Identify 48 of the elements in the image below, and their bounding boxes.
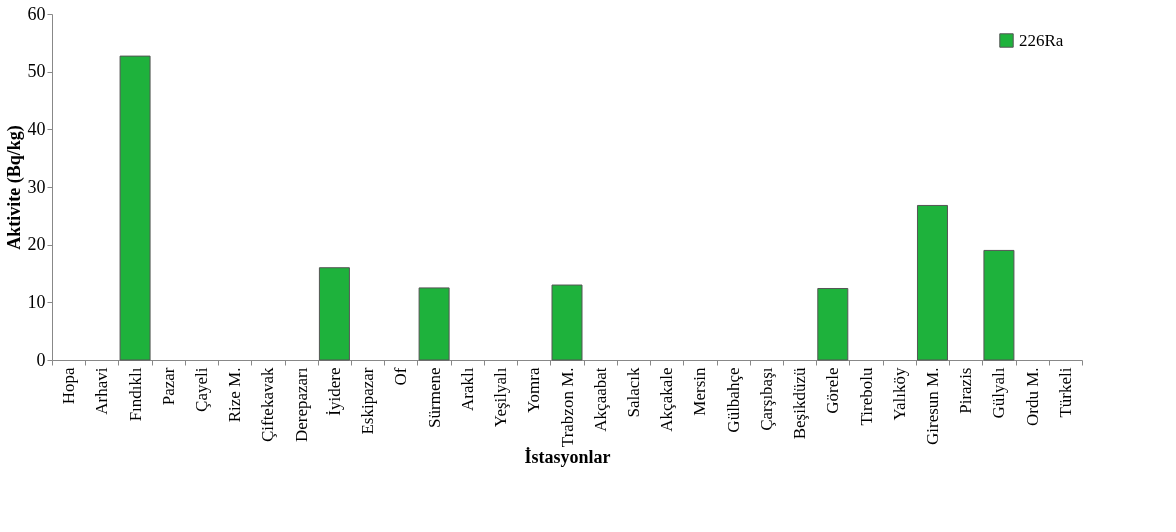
x-tick-label: Yeşilyalı [491, 367, 511, 428]
x-axis-title: İstasyonlar [524, 447, 611, 468]
y-tick-label: 20 [27, 234, 46, 255]
y-tick-label: 60 [27, 3, 46, 24]
x-tick-label: Arhavi [92, 367, 112, 415]
x-tick-label: Araklı [457, 367, 477, 411]
x-tick-label: Salacık [623, 367, 643, 418]
x-tick-label: Hopa [59, 367, 79, 405]
y-axis-title: Aktivite (Bq/kg) [3, 125, 25, 250]
x-tick-label: Yomra [524, 367, 544, 414]
x-tick-label: Akçaabat [590, 367, 610, 432]
x-tick-label: Pirazis [956, 367, 976, 414]
x-tick-label: Mersin [690, 367, 710, 416]
x-tick-label: Gülbahçe [723, 367, 743, 433]
y-tick-label: 10 [27, 291, 46, 312]
bar [418, 287, 450, 361]
x-tick-label: Türkeli [1055, 367, 1075, 418]
x-tick-label: Gülyalı [989, 367, 1009, 419]
y-tick-label: 0 [36, 349, 46, 370]
x-tick-label: Yalıköy [889, 367, 909, 421]
x-tick-label: İyidere [324, 367, 344, 416]
x-tick-label: Trabzon M. [557, 367, 577, 448]
y-tick-label: 40 [27, 118, 46, 139]
bar [119, 55, 151, 361]
x-tick-label: Çiftekavak [258, 367, 278, 443]
y-tick-label: 50 [27, 61, 46, 82]
x-tick-label: Of [391, 367, 411, 386]
x-tick-label: Çarşıbaşı [756, 367, 776, 431]
legend-label: 226Ra [1019, 30, 1064, 50]
x-tick-label: Tirebolu [856, 367, 876, 426]
x-tick-label: Giresun M. [922, 367, 942, 445]
x-tick-label: Eskipazar [358, 367, 378, 435]
x-tick-label: Derepazarı [291, 367, 311, 443]
x-tick-label: Görele [823, 367, 843, 414]
bar [916, 204, 948, 361]
y-tick-label: 30 [27, 176, 46, 197]
bar [318, 267, 350, 361]
x-tick-label: Çayeli [192, 367, 212, 412]
x-tick-label: Fındıklı [125, 367, 145, 422]
bar [551, 284, 583, 361]
bar [817, 287, 849, 361]
x-tick-label: Ordu M. [1022, 367, 1042, 427]
x-tick-label: Akçakale [657, 367, 677, 432]
bar [983, 249, 1015, 361]
x-tick-label: Beşikdüzü [790, 367, 810, 440]
x-tick-label: Sürmene [424, 367, 444, 428]
x-tick-label: Rize M. [225, 367, 245, 423]
x-tick-label: Pazar [158, 367, 178, 406]
